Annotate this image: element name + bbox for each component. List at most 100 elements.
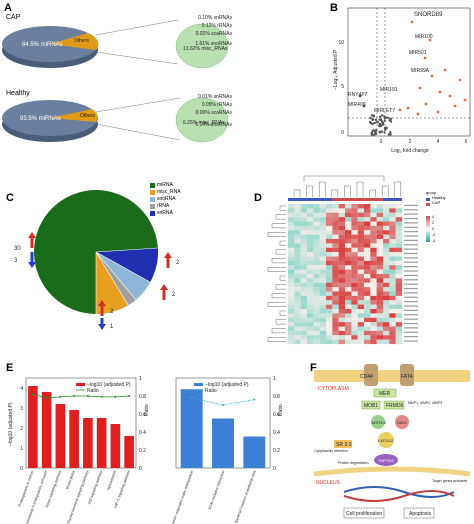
heatmap-cell [307,265,314,270]
heatmap-cell [364,243,371,248]
heatmap-cell [288,212,295,218]
heatmap-cell [364,326,371,331]
heatmap-row-label [404,274,418,276]
heatmap-cell [370,269,377,275]
heatmap-cell [389,243,396,248]
e-ratio-line [32,393,130,399]
dendro-row-branch [279,310,286,316]
heatmap-cell [395,230,403,235]
heatmap-cell [307,239,314,244]
heatmap-cell [326,313,333,318]
e-ratio-point [45,396,48,399]
f-lats: LATS1/2 [378,438,394,443]
b-ylabel: −Log₁₀ Adjusted P [333,49,339,90]
group-bar-cap [376,198,383,201]
heatmap-cell [294,309,301,314]
heatmap-cell [383,260,390,266]
heatmap-cell [364,265,371,270]
heatmap-cell [370,313,377,318]
heatmap-cell [376,204,384,209]
heatmap-cell [370,282,377,288]
heatmap-cell [364,291,371,296]
heatmap-cell [338,309,346,314]
dendro-row-branch [267,267,286,272]
heatmap-cell [294,322,301,327]
e-right-legend-1: −log10 (adjusted P) [205,382,249,388]
heatmap-cell [307,291,314,296]
heatmap-cell [288,339,295,345]
heatmap-cell [389,322,396,327]
c-legend-item: snRNA [150,210,181,217]
heatmap-cell [294,300,301,305]
heatmap-cell [319,256,327,261]
heatmap-cell [300,278,308,283]
heatmap-cell [313,252,320,257]
panel-a-svg: 84.5% miRNAs Others 13.62% misc_RNAs 0.1… [2,15,232,143]
f-mst: MST1/2 [372,420,387,425]
heatmap-cell [338,212,346,218]
volcano-point [374,118,378,121]
heatmap-cell [389,291,396,296]
volcano-point-sig [430,74,434,78]
heatmap-cell [345,243,352,248]
dendro-branch [394,181,401,197]
heatmap-cell [351,265,358,270]
heatmap-cell [376,330,384,336]
volcano-point-sig [418,86,422,90]
cap-inner-pct: 13.62% misc_RNAs [183,46,228,52]
heatmap-cell [300,317,308,323]
heatmap-cell [300,300,308,305]
heatmap-row-label [404,336,418,338]
volcano-point [378,122,382,125]
heatmap-cell [395,339,403,345]
e-ytick: 0 [20,466,23,472]
heatmap-cell [389,274,396,279]
heatmap-cell [307,304,314,310]
heatmap-cell [326,221,333,226]
volcano-point [368,120,372,124]
heatmap-cell [351,335,358,340]
c-down-arrow-b [98,318,106,330]
heatmap-cell [288,291,295,296]
heatmap-cell [326,260,333,266]
heatmap-cell [332,269,339,275]
heatmap-cell [332,208,339,213]
heatmap-cell [307,230,314,235]
healthy-inner-pie [175,97,229,143]
heatmap-cell [370,221,377,226]
heatmap-cell [370,278,377,283]
heatmap-cell [313,239,320,244]
e-ratio-point [73,395,76,397]
dendro-row-branch [279,275,286,281]
heatmap-cell [389,300,396,305]
dendro-row-branch [275,284,286,290]
heatmap-cell [351,252,358,257]
heatmap-cell [370,208,377,213]
heatmap-cell [338,243,346,248]
heatmap-cell [376,317,384,323]
heatmap-cell [313,282,320,288]
heatmap-cell [338,304,346,310]
volcano-point [379,118,382,121]
heatmap-cell [332,317,339,323]
heatmap-cell [364,260,371,266]
heatmap-cell [313,330,320,336]
f-prolif: Cell proliferation [346,511,382,517]
volcano-point [373,121,376,125]
heatmap-cell [288,287,295,292]
heatmap-cell [313,225,320,231]
heatmap-cell [357,313,365,318]
heatmap-cell [376,239,384,244]
heatmap-row-label [404,309,418,311]
dendro-row-branch [271,293,286,299]
heatmap-cell [338,322,346,327]
c-legend-item: misc_RNA [150,189,181,196]
e-category-label: Endocytosis [65,470,75,490]
heatmap-cell [389,208,396,213]
c-slice-snrna [96,248,159,282]
volcano-point [389,133,392,136]
f-frmd6: FRMD6 [386,403,403,409]
heatmap-cell [383,282,390,288]
heatmap-cell [307,326,314,331]
volcano-point-sig [416,112,420,116]
